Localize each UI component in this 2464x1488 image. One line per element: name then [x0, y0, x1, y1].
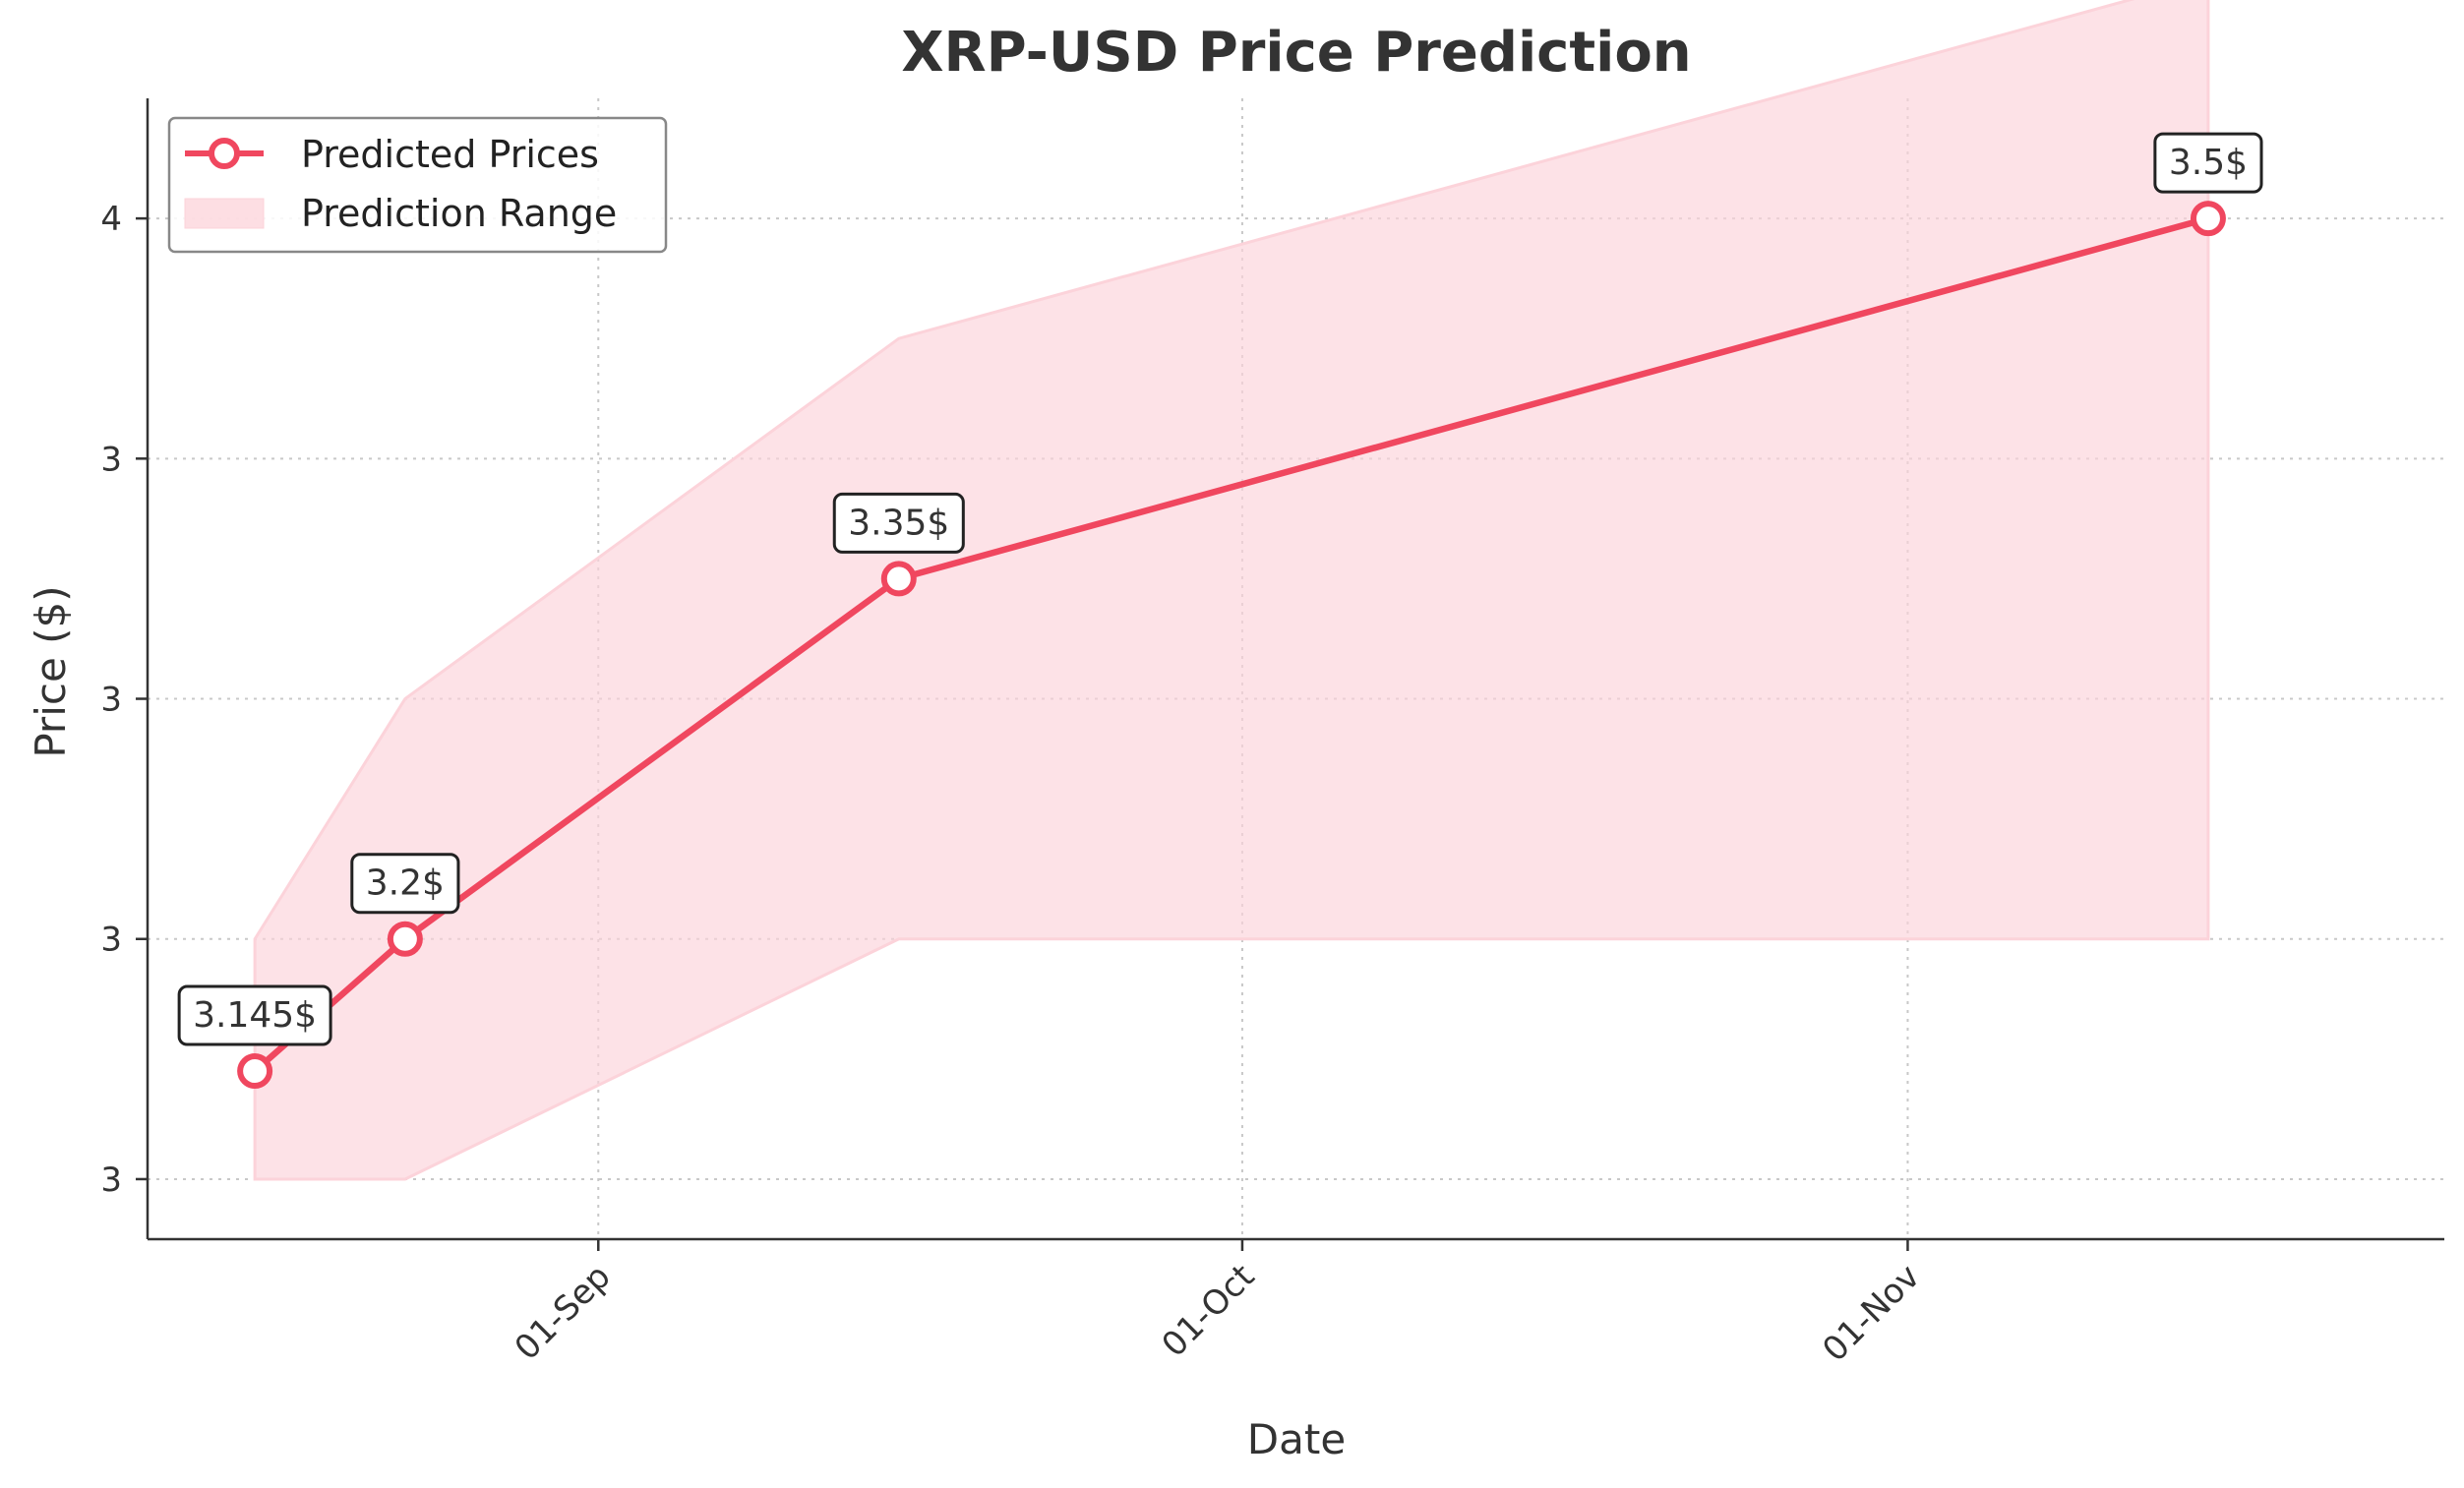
data-label-text-1: 3.2$ [366, 863, 445, 904]
data-label-0: 3.145$ [177, 984, 332, 1046]
x-tick-label-1: 01-Oct [1155, 1257, 1263, 1365]
y-tick-label-4: 4 [100, 200, 122, 239]
data-label-box-0 [177, 984, 332, 1046]
y-axis-ticks: 333344 [100, 200, 148, 1200]
data-point-0 [237, 1053, 273, 1090]
x-axis-ticks: 01-Sep 01-Oct 01-Nov [508, 1239, 1928, 1370]
data-point-1 [387, 921, 423, 957]
data-label-2: 3.35$ [832, 492, 965, 554]
data-point-2 [880, 561, 917, 597]
legend-frame [167, 116, 668, 254]
data-label-box-1 [350, 853, 460, 915]
x-tick-label-0: 01-Sep [508, 1257, 619, 1368]
legend-marker-swatch [209, 138, 240, 169]
y-tick-label-3: 3 [100, 440, 122, 479]
prediction-range-band [253, 0, 2210, 1181]
legend: Predicted Prices Prediction Range [167, 116, 668, 254]
prediction-range-area [253, 0, 2210, 1181]
data-label-text-0: 3.145$ [193, 995, 317, 1036]
data-point-3 [2190, 201, 2226, 237]
data-label-box-3 [2153, 132, 2263, 194]
y-tick-label-0: 3 [100, 1161, 122, 1200]
legend-label-predicted-prices: Predicted Prices [301, 133, 599, 176]
y-axis-label: Price ($) [27, 585, 75, 757]
data-labels: 3.145$ 3.2$ 3.35$ 3.5$ [177, 132, 2263, 1046]
data-label-text-3: 3.5$ [2169, 143, 2248, 183]
y-tick-label-1: 3 [100, 921, 122, 960]
legend-label-prediction-range: Prediction Range [301, 192, 617, 235]
x-axis-label: Date [1247, 1415, 1346, 1463]
axes [146, 98, 2444, 1241]
x-tick-label-2: 01-Nov [1815, 1257, 1927, 1369]
chart-title: XRP-USD Price Prediction [901, 21, 1691, 85]
y-tick-label-2: 3 [100, 681, 122, 720]
data-label-box-2 [832, 492, 965, 554]
data-label-1: 3.2$ [350, 853, 460, 915]
data-label-text-2: 3.35$ [848, 503, 949, 543]
legend-range-swatch [184, 198, 265, 229]
predicted-prices-markers [237, 201, 2226, 1090]
data-label-3: 3.5$ [2153, 132, 2263, 194]
